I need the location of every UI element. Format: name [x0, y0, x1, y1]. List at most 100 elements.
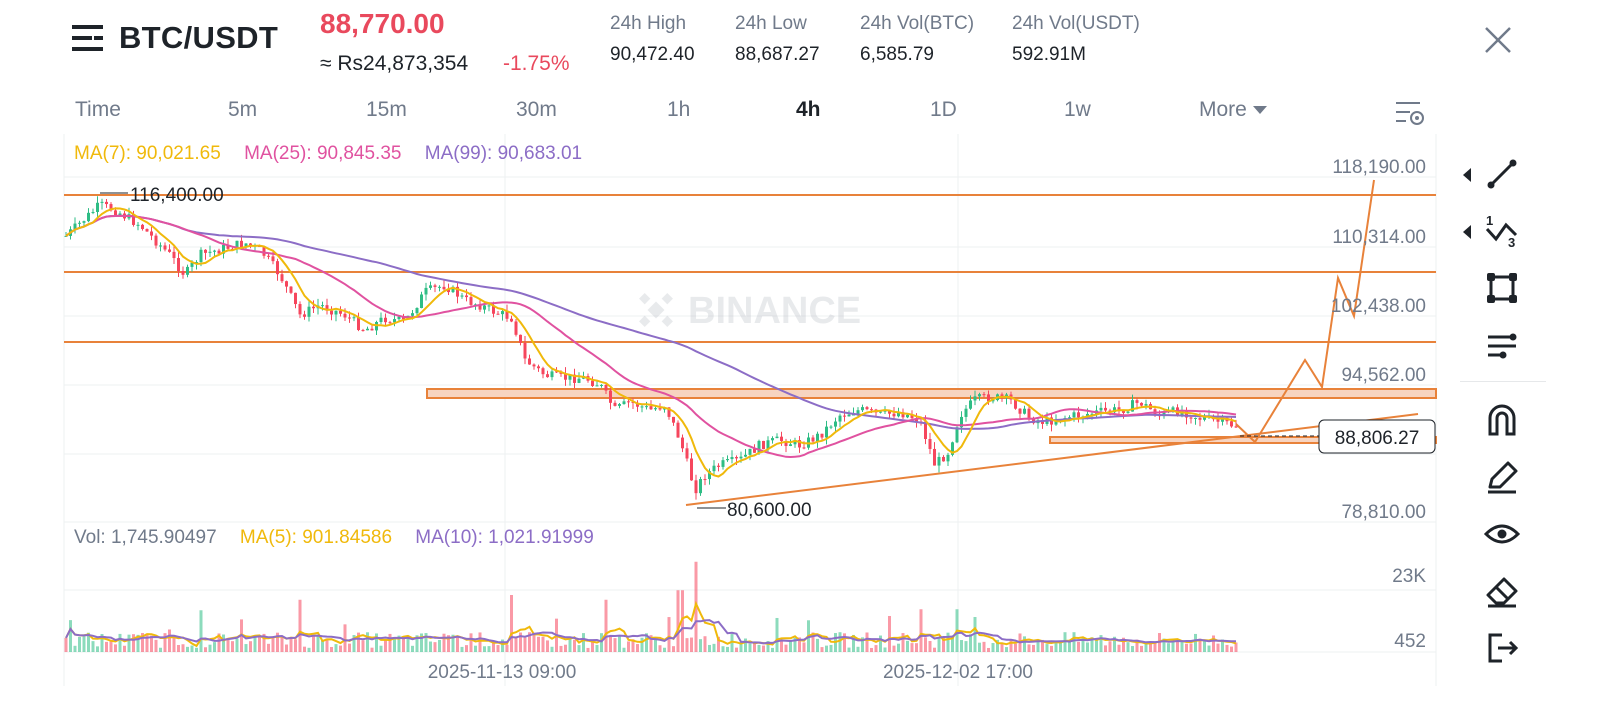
pencil-icon	[1488, 461, 1518, 494]
candle-body	[852, 414, 855, 416]
volume-bar	[681, 590, 684, 652]
tab-time[interactable]: Time	[75, 98, 121, 121]
candle-body	[861, 407, 864, 411]
close-icon[interactable]	[1482, 24, 1514, 56]
candle-body	[658, 408, 662, 410]
candle-body	[600, 384, 603, 386]
tab-1d[interactable]: 1D	[930, 98, 957, 121]
volume-bar	[406, 635, 410, 652]
candle-body	[447, 289, 450, 293]
volume-bar	[460, 646, 464, 652]
candle-body	[766, 440, 770, 450]
candle-body	[357, 317, 360, 331]
volume-bar	[568, 637, 572, 652]
tab-5m[interactable]: 5m	[228, 98, 258, 121]
volume-bar	[96, 646, 99, 652]
candle-body	[991, 400, 995, 402]
chart-settings-icon[interactable]	[1394, 100, 1426, 128]
volume-bar	[510, 595, 513, 652]
volume-bar	[438, 639, 441, 652]
candle-body	[1099, 407, 1103, 411]
svg-text:3: 3	[1508, 235, 1515, 249]
volume-bar	[541, 636, 545, 652]
candle-body	[577, 378, 581, 383]
tab-1w[interactable]: 1w	[1064, 98, 1091, 121]
candle-body	[622, 401, 626, 405]
volume-bar	[1036, 640, 1040, 652]
candle-body	[339, 310, 342, 314]
tab-more[interactable]: More	[1199, 98, 1267, 122]
candle-body	[384, 317, 387, 323]
candle-body	[789, 444, 792, 446]
eraser-tool[interactable]	[1484, 573, 1520, 609]
candle-body	[370, 328, 374, 331]
candle-body	[744, 454, 747, 457]
candle-body	[649, 406, 653, 410]
volume-bar	[1149, 641, 1152, 652]
volume-bar	[267, 643, 270, 652]
volume-bar	[1000, 643, 1004, 652]
volume-bar	[951, 636, 954, 652]
candle-body	[267, 255, 270, 257]
candle-body	[730, 457, 734, 460]
candle-body	[366, 328, 369, 331]
pencil-tool[interactable]	[1484, 459, 1520, 495]
expand-arrow-icon[interactable]	[1463, 225, 1471, 239]
candle-body	[523, 342, 527, 359]
volume-bar	[730, 634, 734, 652]
candle-body	[1135, 400, 1139, 403]
price-change: -1.75%	[503, 52, 570, 75]
volume-bar	[411, 645, 414, 652]
volume-bar	[870, 647, 873, 652]
volume-bar	[924, 637, 927, 652]
fibonacci-icon: 13	[1485, 213, 1518, 250]
volume-bar	[1059, 641, 1062, 652]
volume-bar	[397, 635, 401, 652]
candle-body	[1104, 407, 1107, 411]
candle-body	[793, 440, 797, 445]
candle-body	[1018, 408, 1022, 414]
tab-4h[interactable]: 4h	[796, 98, 821, 121]
exit-tool[interactable]	[1484, 630, 1520, 666]
tab-30m[interactable]: 30m	[516, 98, 557, 121]
tab-1h[interactable]: 1h	[667, 98, 691, 121]
volume-bar	[528, 632, 531, 652]
magnet-tool[interactable]	[1484, 402, 1520, 438]
volume-bar	[366, 632, 369, 652]
candle-body	[834, 421, 837, 427]
volume-bar	[672, 646, 675, 652]
candle-body	[82, 221, 86, 223]
expand-arrow-icon[interactable]	[1463, 168, 1471, 182]
visibility-tool[interactable]	[1483, 516, 1521, 552]
trading-pair[interactable]: BTC/USDT	[119, 20, 279, 55]
volume-bar	[964, 641, 968, 652]
stat-label-vol-btc: 24h Vol(BTC)	[860, 13, 975, 34]
volume-bar	[991, 643, 995, 652]
candle-body	[964, 408, 968, 417]
candle-body	[753, 448, 756, 453]
candle-body	[717, 465, 720, 467]
volume-bar	[447, 635, 450, 652]
candle-body	[879, 411, 882, 413]
trend-line-tool[interactable]	[1484, 156, 1520, 192]
menu-icon[interactable]	[72, 22, 104, 54]
volume-bar	[379, 645, 383, 652]
shape-tool[interactable]	[1484, 270, 1520, 306]
volume-bar	[1140, 645, 1143, 652]
volume-bar	[388, 633, 392, 652]
stat-value-vol-btc: 6,585.79	[860, 44, 934, 65]
candle-body	[190, 262, 194, 267]
volume-bar	[1212, 635, 1215, 652]
tab-15m[interactable]: 15m	[366, 98, 407, 121]
candle-body	[946, 454, 950, 462]
volume-bar	[172, 635, 176, 652]
volume-bar	[316, 635, 320, 652]
parallel-lines-tool[interactable]	[1484, 327, 1520, 363]
candle-body	[1144, 404, 1148, 406]
volume-bar	[1122, 637, 1125, 652]
volume-bar	[424, 633, 428, 652]
candle-body	[978, 394, 981, 397]
volume-bar	[1027, 644, 1031, 652]
price-chart[interactable]: BINANCE 116,400.00 80,600.00 118,190.00 …	[0, 134, 1460, 694]
